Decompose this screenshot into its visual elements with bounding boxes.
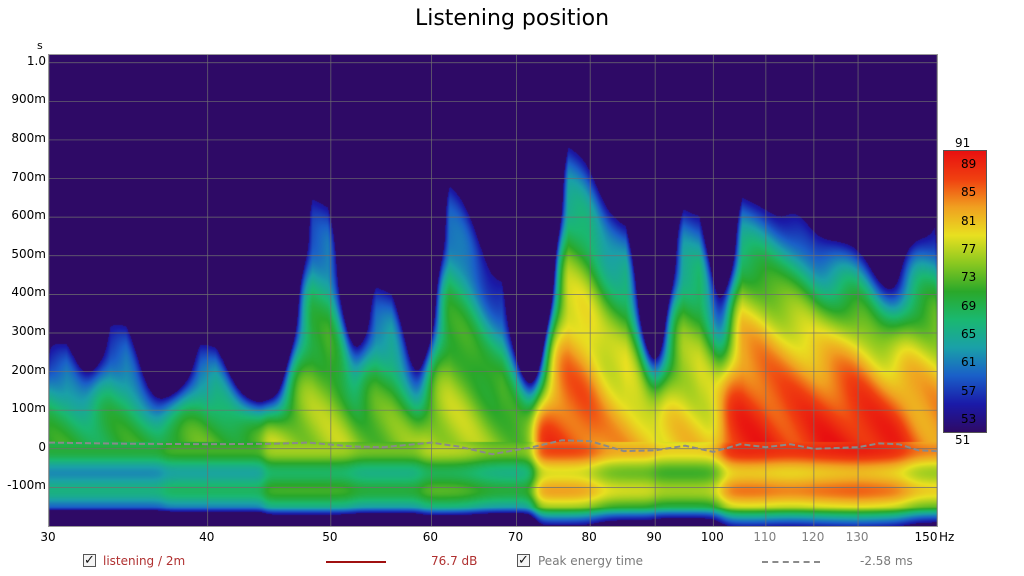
x-tick-label: 70 — [507, 530, 524, 544]
x-tick-label: 80 — [581, 530, 597, 544]
x-tick-label: 30 — [40, 530, 56, 544]
series-name: listening / 2m — [103, 554, 186, 568]
x-tick-label: 110 — [753, 530, 777, 544]
x-tick-label: 50 — [322, 530, 338, 544]
y-tick-label: 0 — [38, 439, 46, 454]
y-tick-label: 700m — [11, 169, 46, 184]
peak-energy-line-swatch — [762, 561, 820, 563]
plot-overlay — [49, 55, 937, 526]
x-tick-label: 120 — [801, 530, 825, 544]
spectrogram-heatmap — [49, 55, 937, 526]
color-scale-min: 51 — [955, 433, 971, 447]
color-scale-bar — [943, 150, 987, 433]
y-tick-label: 300m — [11, 323, 46, 338]
color-scale-tick-label: 53 — [961, 411, 977, 426]
color-scale-tick-label: 81 — [961, 213, 977, 228]
y-tick-label: 100m — [11, 401, 46, 416]
series-line-swatch — [326, 561, 386, 563]
x-tick-label: 150 — [914, 530, 938, 544]
y-tick-label: 1.0 — [26, 53, 46, 68]
y-tick-label: 600m — [11, 208, 46, 223]
x-axis-unit: Hz — [939, 530, 955, 544]
series-checkbox[interactable]: ✓ — [83, 553, 96, 568]
peak-energy-time-line — [49, 439, 937, 456]
x-tick-label: 60 — [422, 530, 439, 544]
y-tick-label: 200m — [11, 362, 46, 377]
y-axis-unit: s — [37, 39, 43, 52]
y-tick-label: 400m — [11, 285, 46, 300]
y-tick-label: 800m — [11, 130, 46, 145]
color-scale-tick-label: 61 — [961, 355, 977, 370]
y-tick-label: -100m — [7, 478, 46, 493]
plot-area[interactable] — [48, 54, 938, 527]
x-tick-label: 90 — [646, 530, 662, 544]
x-tick-label: 100 — [700, 530, 724, 544]
color-scale-tick-label: 73 — [961, 270, 977, 285]
peak-energy-label: Peak energy time — [538, 554, 644, 568]
color-scale-tick-label: 77 — [961, 242, 977, 257]
peak-energy-checkbox[interactable]: ✓ — [517, 553, 530, 568]
y-tick-label: 500m — [11, 246, 46, 261]
color-scale-tick-label: 89 — [961, 157, 977, 172]
y-tick-label: 900m — [11, 92, 46, 107]
x-tick-label: 130 — [845, 530, 869, 544]
series-level: 76.7 dB — [431, 554, 478, 568]
peak-energy-value: -2.58 ms — [860, 554, 913, 568]
color-scale-max: 91 — [955, 136, 971, 150]
chart-title: Listening position — [414, 6, 610, 31]
x-tick-label: 40 — [199, 530, 215, 544]
color-scale-tick-label: 57 — [961, 383, 977, 398]
color-scale-tick-label: 85 — [961, 185, 977, 200]
color-scale-tick-label: 69 — [961, 298, 977, 313]
color-scale-tick-label: 65 — [961, 326, 977, 341]
